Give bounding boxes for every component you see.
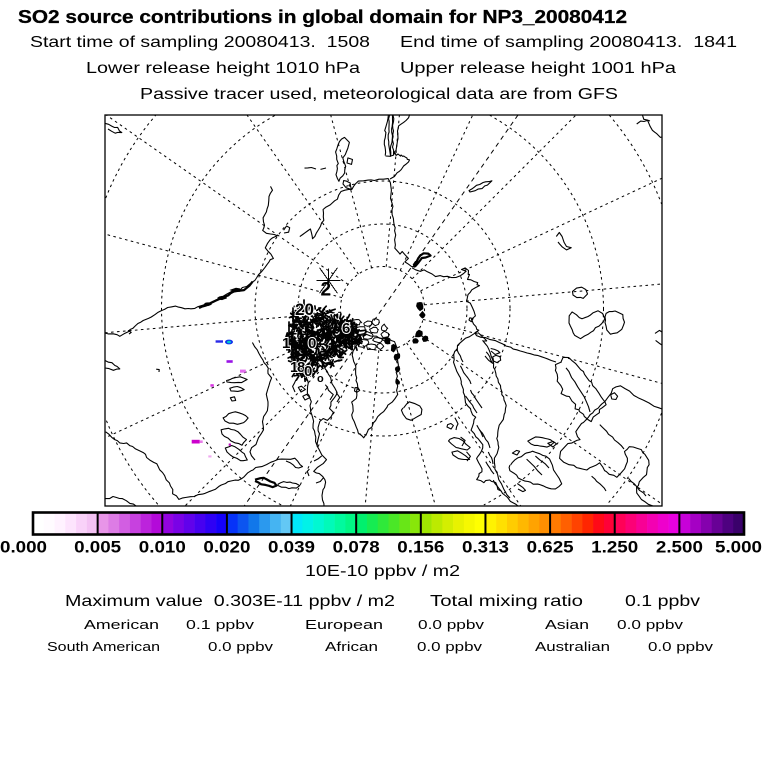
svg-text:0.078: 0.078 <box>333 538 380 557</box>
svg-text:0: 0 <box>304 363 312 380</box>
svg-text:1: 1 <box>282 335 290 352</box>
svg-text:1: 1 <box>290 359 298 376</box>
svg-text:0: 0 <box>308 335 316 352</box>
svg-text:0.010: 0.010 <box>139 538 186 557</box>
svg-text:8: 8 <box>297 359 305 376</box>
svg-text:0.005: 0.005 <box>74 538 121 557</box>
svg-text:2.500: 2.500 <box>656 538 703 557</box>
svg-text:20: 20 <box>295 300 314 319</box>
svg-text:2: 2 <box>321 280 332 301</box>
svg-text:o: o <box>317 373 324 385</box>
svg-text:0.000: 0.000 <box>0 538 47 557</box>
svg-text:0.039: 0.039 <box>268 538 315 557</box>
svg-text:6: 6 <box>342 320 350 337</box>
svg-text:0.156: 0.156 <box>397 538 444 557</box>
svg-text:0.625: 0.625 <box>527 538 574 557</box>
svg-text:1.250: 1.250 <box>591 538 638 557</box>
svg-text:0.313: 0.313 <box>462 538 509 557</box>
svg-text:5.000: 5.000 <box>715 538 762 557</box>
svg-text:0.020: 0.020 <box>203 538 250 557</box>
